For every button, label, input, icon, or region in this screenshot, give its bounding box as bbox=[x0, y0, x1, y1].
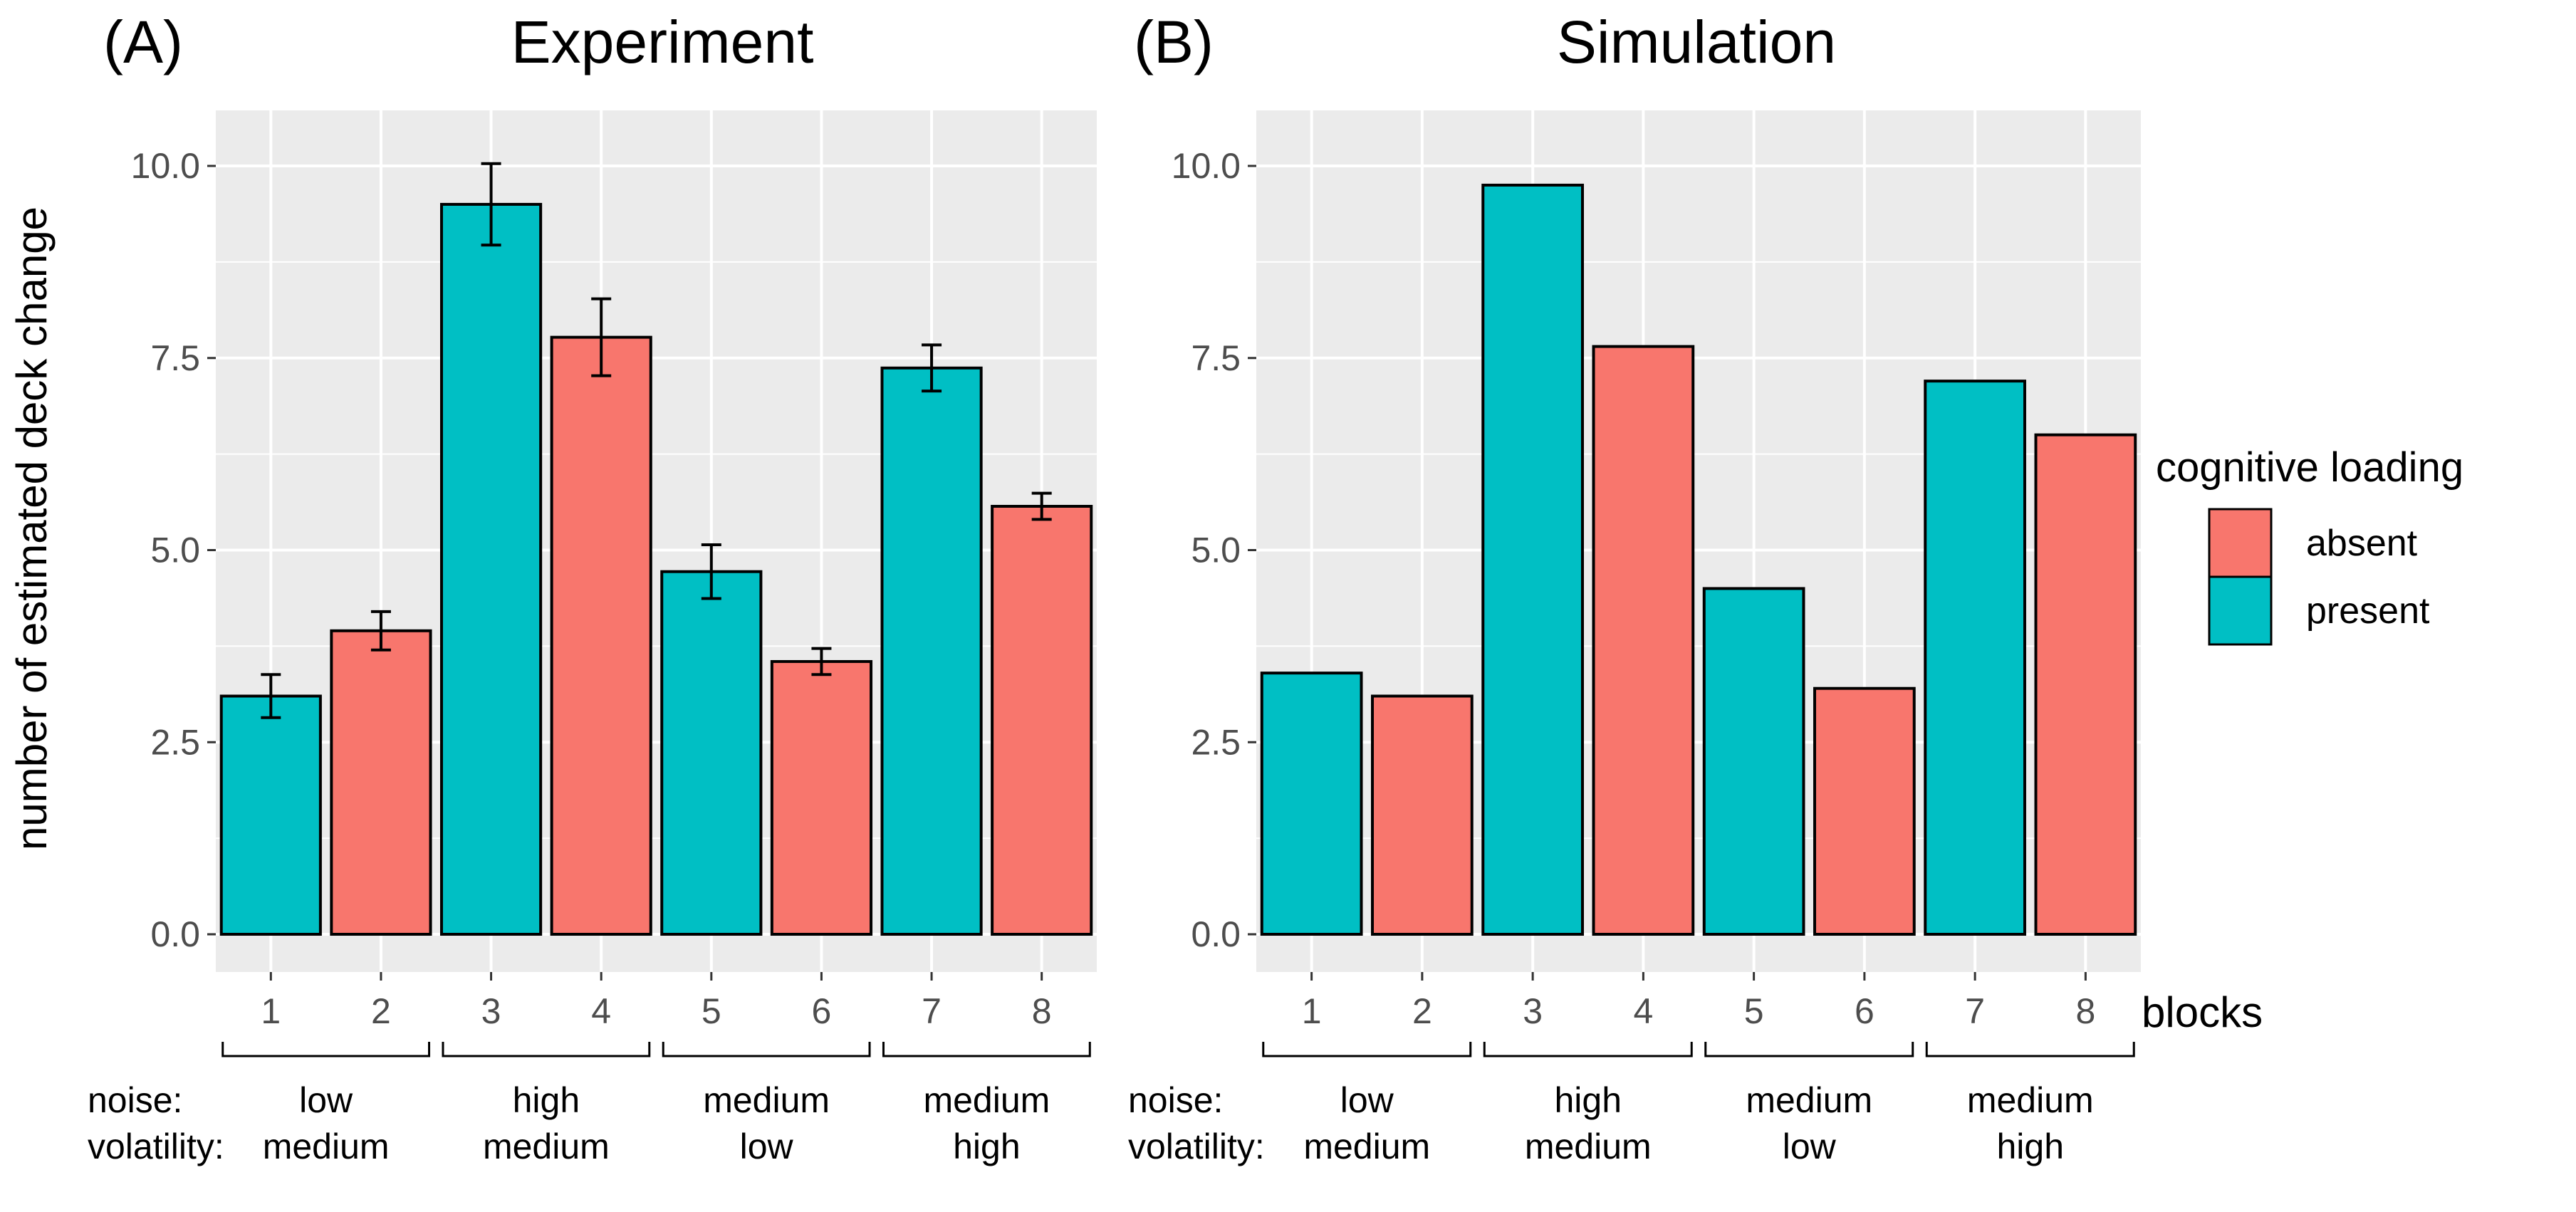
panel-b-y-tick-label: 10.0 bbox=[1172, 146, 1241, 186]
panel-a-bar-3 bbox=[439, 202, 543, 936]
panel-b-volatility-value: high bbox=[1996, 1127, 2064, 1166]
panel-a-y-tick-label: 5.0 bbox=[150, 531, 200, 570]
panel-a-errorbar-2 bbox=[370, 610, 391, 652]
panel-b-volatility-label: volatility: bbox=[1128, 1127, 1265, 1166]
legend: cognitive loading absent present bbox=[2156, 444, 2463, 646]
legend-key-absent bbox=[2208, 508, 2273, 578]
panel-a-noise-value: low bbox=[299, 1080, 353, 1120]
panel-b-x-tick-label: 4 bbox=[1633, 991, 1653, 1031]
panel-a-noise-value: medium bbox=[923, 1080, 1050, 1120]
panel-a-volatility-value: high bbox=[953, 1127, 1021, 1166]
panel-a-volatility-value: low bbox=[740, 1127, 794, 1166]
panel-b-volatility-value: medium bbox=[1525, 1127, 1652, 1166]
panel-a-y-tick-label: 10.0 bbox=[131, 146, 200, 186]
panel-b-noise-value: medium bbox=[1746, 1080, 1872, 1120]
panel-a-x-tick-label: 6 bbox=[812, 991, 832, 1031]
panel-a-noise-label: noise: bbox=[88, 1080, 182, 1120]
panel-a-volatility-value: medium bbox=[483, 1127, 610, 1166]
panel-b-y-tick-label: 0.0 bbox=[1191, 914, 1241, 954]
panel-a-condition-bracket bbox=[662, 1042, 871, 1057]
panel-a-x-tick-label: 8 bbox=[1032, 991, 1052, 1031]
panel-a-plot: 0.0 2.5 5.0 7.5 10.0 1 2 3 4 5 6 7 8 bbox=[131, 110, 1097, 1031]
panel-b-bar-3 bbox=[1481, 183, 1584, 936]
panel-a-noise-value: high bbox=[513, 1080, 580, 1120]
panel-a-condition-bracket bbox=[882, 1042, 1091, 1057]
panel-b-y-tick-label: 2.5 bbox=[1191, 722, 1241, 762]
panel-a-bar-8 bbox=[991, 504, 1093, 936]
panel-b-volatility-value: medium bbox=[1303, 1127, 1430, 1166]
panel-b-x-tick-label: 7 bbox=[1965, 991, 1985, 1031]
panel-b-y-tick-label: 5.0 bbox=[1191, 531, 1241, 570]
panel-a-x-tick-label: 7 bbox=[922, 991, 942, 1031]
panel-a-x-tick-label: 5 bbox=[702, 991, 721, 1031]
panel-b-bar-8 bbox=[2034, 433, 2137, 936]
panel-a-condition-bracket bbox=[442, 1042, 651, 1057]
y-axis-title: number of estimated deck change bbox=[8, 207, 56, 850]
panel-a-errorbar-7 bbox=[922, 343, 942, 393]
panel-b-noise-value: low bbox=[1340, 1080, 1394, 1120]
panel-b-condition-bracket bbox=[1262, 1042, 1472, 1057]
panel-a-bar-4 bbox=[550, 335, 652, 936]
panel-b-plot: 0.0 2.5 5.0 7.5 10.0 1 2 3 4 5 6 7 8 bbox=[1172, 110, 2141, 1031]
panel-b-condition-bracket bbox=[1483, 1042, 1693, 1057]
panel-b-noise-value: high bbox=[1554, 1080, 1622, 1120]
panel-b-tag: (B) bbox=[1134, 9, 1214, 75]
panel-b-bar-7 bbox=[1924, 380, 2026, 936]
panel-a-bar-6 bbox=[770, 659, 873, 936]
panel-b-noise-label: noise: bbox=[1128, 1080, 1223, 1120]
panel-b-bar-6 bbox=[1813, 686, 1916, 936]
panel-b-x-tick-label: 3 bbox=[1523, 991, 1543, 1031]
x-axis-title: blocks bbox=[2142, 988, 2263, 1036]
panel-b-bar-2 bbox=[1371, 694, 1474, 936]
panel-b-title: Simulation bbox=[1557, 9, 1836, 75]
panel-b-x-tick-label: 5 bbox=[1744, 991, 1764, 1031]
panel-b-y-tick-label: 7.5 bbox=[1191, 338, 1241, 378]
panel-a-bar-1 bbox=[219, 694, 322, 936]
panel-b-conditions: low medium high medium medium low medium high no… bbox=[1128, 1042, 2135, 1166]
panel-a-condition-bracket bbox=[221, 1042, 431, 1057]
panel-b-bar-5 bbox=[1702, 587, 1805, 936]
panel-a-x-tick-label: 1 bbox=[261, 991, 281, 1031]
panel-a-errorbar-3 bbox=[481, 162, 501, 247]
panel-a-x-tick-label: 4 bbox=[591, 991, 611, 1031]
panel-a-y-tick-label: 0.0 bbox=[150, 914, 200, 954]
panel-a-x-tick-label: 3 bbox=[481, 991, 501, 1031]
panel-a-x-tick-label: 2 bbox=[371, 991, 391, 1031]
legend-title: cognitive loading bbox=[2156, 444, 2463, 491]
legend-label-present: present bbox=[2306, 590, 2430, 632]
panel-a-errorbar-1 bbox=[261, 673, 281, 719]
panel-a-volatility-value: medium bbox=[263, 1127, 390, 1166]
panel-a-bar-2 bbox=[330, 629, 432, 936]
panel-a-conditions: low medium high medium medium low medium high no… bbox=[88, 1042, 1091, 1166]
panel-a-errorbar-8 bbox=[1031, 491, 1052, 521]
panel-a-y-tick-label: 7.5 bbox=[150, 338, 200, 378]
panel-b-condition-bracket bbox=[1704, 1042, 1914, 1057]
panel-a-bar-7 bbox=[880, 366, 983, 936]
panel-a-errorbar-4 bbox=[591, 297, 612, 377]
panel-a-tag: (A) bbox=[103, 9, 183, 75]
panel-a-noise-value: medium bbox=[703, 1080, 830, 1120]
panel-a-errorbar-5 bbox=[701, 543, 721, 600]
panel-b-noise-value: medium bbox=[1967, 1080, 2094, 1120]
panel-b-x-tick-label: 8 bbox=[2075, 991, 2095, 1031]
legend-label-absent: absent bbox=[2306, 523, 2418, 564]
panel-b-x-tick-label: 1 bbox=[1302, 991, 1322, 1031]
panel-a-errorbar-6 bbox=[811, 647, 832, 676]
panel-a-bar-5 bbox=[660, 570, 763, 936]
panel-b-x-tick-label: 6 bbox=[1855, 991, 1874, 1031]
panel-a-volatility-label: volatility: bbox=[88, 1127, 224, 1166]
panel-b-bar-1 bbox=[1260, 672, 1363, 936]
panel-b-condition-bracket bbox=[1925, 1042, 2135, 1057]
legend-key-present bbox=[2208, 575, 2273, 646]
panel-b-volatility-value: low bbox=[1783, 1127, 1837, 1166]
panel-b-bar-4 bbox=[1592, 345, 1695, 936]
panel-a-y-tick-label: 2.5 bbox=[150, 722, 200, 762]
panel-a-title: Experiment bbox=[511, 9, 814, 75]
panel-b-x-tick-label: 2 bbox=[1412, 991, 1432, 1031]
